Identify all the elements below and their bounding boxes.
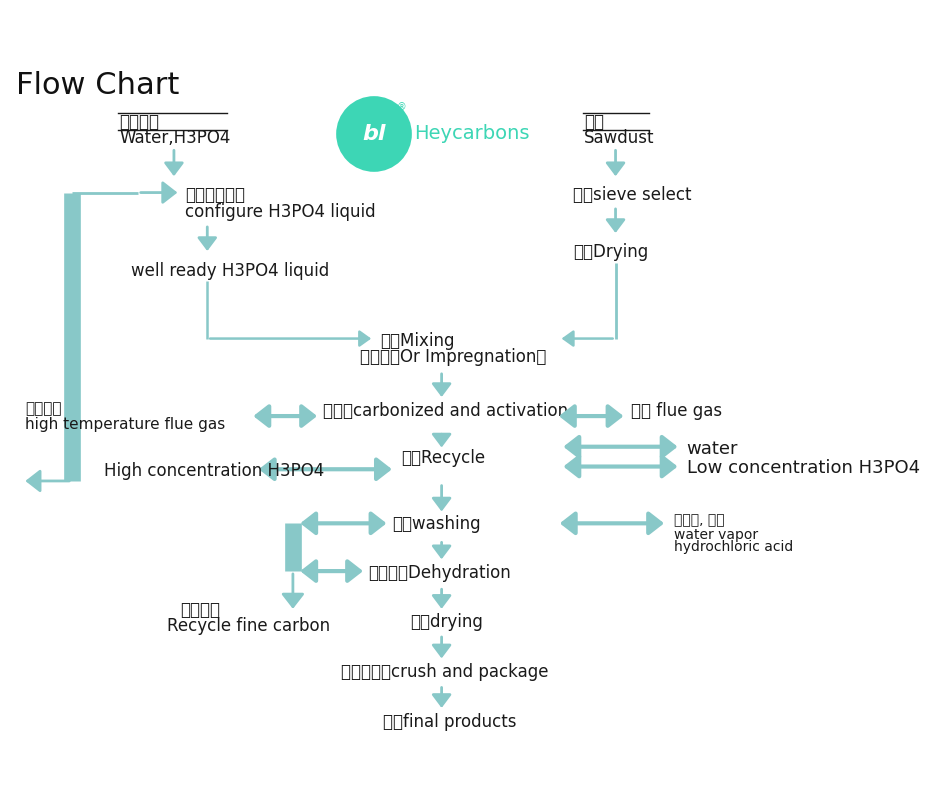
Text: 漂洗washing: 漂洗washing bbox=[392, 515, 481, 533]
Text: 干燥Drying: 干燥Drying bbox=[573, 243, 648, 261]
Text: High concentration H3PO4: High concentration H3PO4 bbox=[104, 462, 324, 480]
Text: Recycle fine carbon: Recycle fine carbon bbox=[167, 617, 330, 635]
Text: 烟气 flue gas: 烟气 flue gas bbox=[630, 402, 722, 420]
Text: Low concentration H3PO4: Low concentration H3PO4 bbox=[687, 459, 920, 477]
Text: 粉碎及包装crush and package: 粉碎及包装crush and package bbox=[341, 663, 549, 681]
Text: （或浸渍Or Impregnation）: （或浸渍Or Impregnation） bbox=[360, 348, 547, 367]
Text: Sawdust: Sawdust bbox=[584, 129, 655, 147]
Text: 成品final products: 成品final products bbox=[383, 713, 517, 732]
Text: 回收细炭: 回收细炭 bbox=[181, 601, 220, 618]
Text: water: water bbox=[687, 439, 739, 457]
Text: well ready H3PO4 liquid: well ready H3PO4 liquid bbox=[131, 262, 329, 280]
Text: water vapor: water vapor bbox=[674, 528, 758, 542]
Text: Heycarbons: Heycarbons bbox=[415, 124, 530, 143]
Text: configure H3PO4 liquid: configure H3PO4 liquid bbox=[184, 203, 375, 222]
Text: 高温烟气: 高温烟气 bbox=[25, 402, 62, 417]
Text: Water,H3PO4: Water,H3PO4 bbox=[119, 129, 231, 147]
Text: 离心脱水Dehydration: 离心脱水Dehydration bbox=[368, 563, 510, 582]
Text: bl: bl bbox=[362, 124, 386, 144]
Text: 筛选sieve select: 筛选sieve select bbox=[573, 186, 692, 204]
Text: 配置磷酸溶液: 配置磷酸溶液 bbox=[184, 186, 245, 204]
Text: 混合Mixing: 混合Mixing bbox=[380, 332, 455, 350]
Text: ®: ® bbox=[396, 102, 406, 112]
Text: hydrochloric acid: hydrochloric acid bbox=[674, 540, 793, 555]
Text: 水蒸气, 盐酸: 水蒸气, 盐酸 bbox=[674, 513, 725, 528]
Text: high temperature flue gas: high temperature flue gas bbox=[25, 417, 226, 432]
Text: 炭活化carbonized and activation: 炭活化carbonized and activation bbox=[323, 402, 567, 420]
Text: 干燥drying: 干燥drying bbox=[410, 614, 483, 631]
Text: 木屑: 木屑 bbox=[584, 113, 604, 132]
Text: 水、磷酸: 水、磷酸 bbox=[119, 113, 159, 132]
Text: Flow Chart: Flow Chart bbox=[16, 71, 180, 100]
Circle shape bbox=[336, 96, 412, 172]
Text: 回收Recycle: 回收Recycle bbox=[401, 450, 486, 467]
